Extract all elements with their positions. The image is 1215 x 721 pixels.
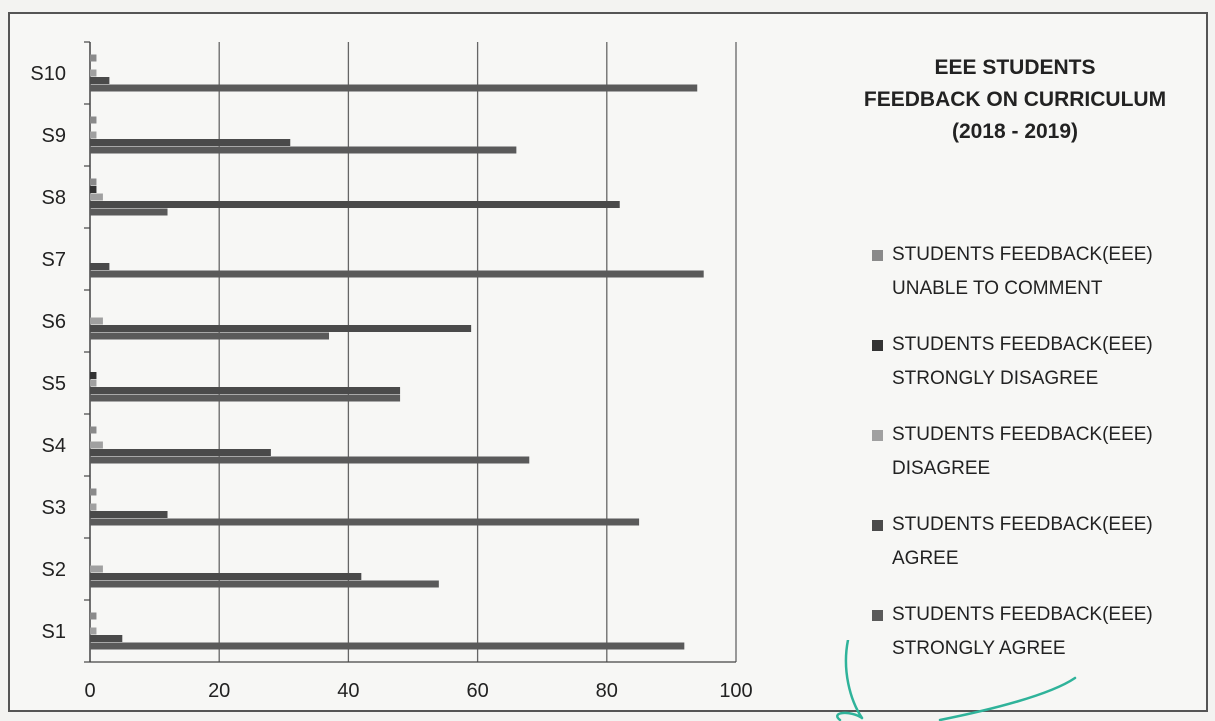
x-tick-label: 60 bbox=[466, 680, 488, 702]
bar bbox=[90, 503, 97, 511]
y-category-label: S5 bbox=[42, 373, 66, 395]
legend-swatch bbox=[872, 610, 883, 621]
y-category-label: S10 bbox=[30, 63, 66, 85]
legend-item-strongly-disagree: STUDENTS FEEDBACK(EEE) STRONGLY DISAGREE bbox=[868, 328, 1198, 418]
bar bbox=[90, 193, 103, 201]
bar bbox=[90, 54, 97, 62]
y-category-label: S6 bbox=[42, 311, 66, 333]
bar bbox=[90, 488, 97, 496]
bar bbox=[90, 449, 271, 456]
bar bbox=[90, 387, 401, 394]
chart-title-line-3: (2018 - 2019) bbox=[951, 120, 1079, 143]
x-tick-label: 0 bbox=[84, 680, 95, 702]
bar bbox=[90, 635, 123, 642]
chart-frame bbox=[8, 12, 1208, 712]
legend-label: STUDENTS FEEDBACK(EEE) AGREE bbox=[892, 514, 1153, 569]
y-category-label: S9 bbox=[42, 125, 66, 147]
bar bbox=[90, 116, 97, 124]
bar bbox=[90, 270, 704, 278]
legend-swatch bbox=[872, 520, 883, 531]
bar bbox=[90, 565, 103, 573]
bar bbox=[90, 511, 168, 518]
x-tick-label: 100 bbox=[719, 680, 752, 702]
legend-item-unable-to-comment: STUDENTS FEEDBACK(EEE) UNABLE TO COMMENT bbox=[868, 238, 1198, 328]
legend-label: STUDENTS FEEDBACK(EEE) DISAGREE bbox=[892, 424, 1153, 479]
x-tick-label: 80 bbox=[596, 680, 618, 702]
chart-legend: STUDENTS FEEDBACK(EEE) UNABLE TO COMMENT… bbox=[868, 238, 1198, 688]
bar bbox=[90, 263, 110, 270]
legend-swatch bbox=[872, 430, 883, 441]
bar bbox=[90, 317, 103, 325]
bar bbox=[90, 627, 97, 635]
legend-item-strongly-agree: STUDENTS FEEDBACK(EEE) STRONGLY AGREE bbox=[868, 598, 1198, 688]
legend-item-disagree: STUDENTS FEEDBACK(EEE) DISAGREE bbox=[868, 418, 1198, 508]
handwritten-signature bbox=[836, 640, 1077, 721]
y-category-label: S8 bbox=[42, 187, 66, 209]
bar bbox=[90, 379, 97, 387]
legend-label: STUDENTS FEEDBACK(EEE) STRONGLY DISAGREE bbox=[892, 334, 1153, 389]
bar bbox=[90, 441, 103, 449]
bar bbox=[90, 332, 330, 340]
chart-title-line-2: FEEDBACK ON CURRICULUM bbox=[863, 88, 1167, 111]
bar bbox=[90, 77, 110, 84]
bar bbox=[90, 518, 640, 526]
bar bbox=[90, 426, 97, 434]
chart-title: EEE STUDENTS FEEDBACK ON CURRICULUM (201… bbox=[845, 52, 1185, 148]
bar bbox=[90, 580, 439, 588]
x-tick-label: 40 bbox=[337, 680, 359, 702]
y-category-label: S3 bbox=[42, 497, 66, 519]
legend-swatch bbox=[872, 340, 883, 351]
y-category-label: S4 bbox=[42, 435, 66, 457]
bar bbox=[90, 325, 472, 332]
bar bbox=[90, 139, 291, 146]
bar bbox=[90, 131, 97, 139]
legend-label: STUDENTS FEEDBACK(EEE) UNABLE TO COMMENT bbox=[892, 244, 1153, 299]
bar bbox=[90, 208, 168, 216]
bar bbox=[90, 69, 97, 77]
legend-swatch bbox=[872, 250, 883, 261]
bar bbox=[90, 456, 530, 464]
bar bbox=[90, 84, 698, 92]
bar bbox=[90, 201, 620, 208]
bar bbox=[90, 186, 97, 193]
bar bbox=[90, 178, 97, 186]
bar bbox=[90, 642, 685, 650]
x-tick-label: 20 bbox=[208, 680, 230, 702]
y-category-label: S7 bbox=[42, 249, 66, 271]
bar bbox=[90, 372, 97, 379]
bar bbox=[90, 573, 362, 580]
bar bbox=[90, 394, 401, 402]
y-category-label: S1 bbox=[42, 621, 66, 643]
bar bbox=[90, 612, 97, 620]
legend-item-agree: STUDENTS FEEDBACK(EEE) AGREE bbox=[868, 508, 1198, 598]
y-category-label: S2 bbox=[42, 559, 66, 581]
legend-label: STUDENTS FEEDBACK(EEE) STRONGLY AGREE bbox=[892, 604, 1153, 659]
bar bbox=[90, 146, 517, 154]
chart-title-line-1: EEE STUDENTS bbox=[934, 56, 1096, 79]
